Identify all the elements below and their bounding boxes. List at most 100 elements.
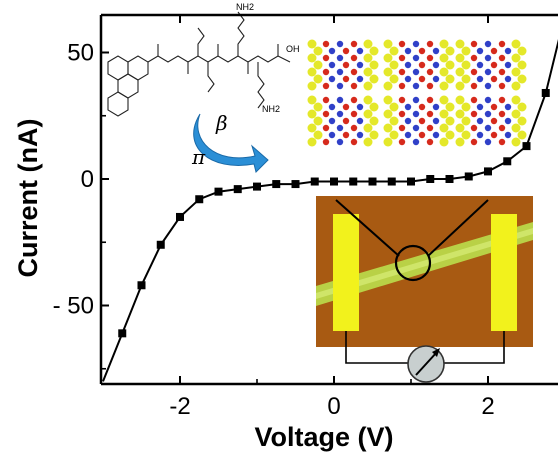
- crystal-atom: [445, 116, 455, 126]
- data-point: [426, 175, 435, 183]
- crystal-atom: [369, 60, 379, 70]
- crystal-atom: [412, 54, 420, 62]
- crystal-atom: [490, 75, 498, 83]
- crystal-atom: [398, 54, 406, 62]
- data-point: [541, 88, 550, 97]
- crystal-atom: [426, 110, 434, 118]
- crystal-atom: [383, 123, 393, 133]
- crystal-atom: [517, 116, 527, 126]
- crystal-atom: [461, 60, 471, 70]
- crystal-atom: [398, 138, 406, 146]
- data-point: [137, 281, 146, 290]
- crystal-atom: [398, 40, 406, 48]
- crystal-atom: [307, 95, 317, 105]
- crystal-atom: [470, 40, 478, 48]
- crystal-atom: [439, 137, 449, 147]
- crystal-atom: [511, 81, 521, 91]
- crystal-atom: [383, 39, 393, 49]
- crystal-atom: [307, 123, 317, 133]
- crystal-atom: [412, 82, 420, 90]
- crystal-atom: [484, 40, 492, 48]
- crystal-atom: [404, 103, 412, 111]
- crystal-atom: [350, 54, 358, 62]
- crystal-atom: [476, 61, 484, 69]
- crystal-atom: [363, 95, 373, 105]
- crystal-atom: [511, 39, 521, 49]
- crystal-atom: [383, 109, 393, 119]
- data-point: [214, 187, 223, 196]
- crystal-atom: [363, 53, 373, 63]
- crystal-atom: [461, 116, 471, 126]
- crystal-atom: [484, 110, 492, 118]
- data-point: [503, 157, 512, 166]
- crystal-atom: [322, 82, 330, 90]
- crystal-atom: [498, 54, 506, 62]
- crystal-atom: [369, 74, 379, 84]
- crystal-atom: [336, 110, 344, 118]
- crystal-atom: [307, 53, 317, 63]
- crystal-atom: [322, 124, 330, 132]
- molecule-labels: NH2 OH NH2: [236, 2, 300, 114]
- beta-label: β: [215, 111, 228, 135]
- crystal-atom: [432, 47, 440, 55]
- crystal-atom: [369, 102, 379, 112]
- crystal-atom: [445, 102, 455, 112]
- crystal-atom: [432, 103, 440, 111]
- crystal-atom: [461, 46, 471, 56]
- crystal-atom: [383, 53, 393, 63]
- crystal-atom: [336, 82, 344, 90]
- crystal-atom: [476, 103, 484, 111]
- crystal-atom: [398, 124, 406, 132]
- left-electrode: [333, 214, 359, 331]
- crystal-atom: [504, 131, 512, 139]
- crystal-atom: [490, 103, 498, 111]
- crystal-atom: [369, 130, 379, 140]
- crystal-atom: [445, 74, 455, 84]
- iv-curve-layer: [102, 38, 558, 382]
- crystal-atom: [490, 61, 498, 69]
- crystal-atom: [418, 47, 426, 55]
- crystal-atom: [426, 138, 434, 146]
- crystal-atom: [445, 46, 455, 56]
- crystal-atom: [484, 82, 492, 90]
- crystal-atom: [470, 110, 478, 118]
- crystal-atom: [418, 103, 426, 111]
- y-tick-label: 50: [67, 40, 94, 67]
- crystal-atom: [328, 117, 336, 125]
- crystal-atom: [426, 68, 434, 76]
- crystal-atom: [336, 68, 344, 76]
- y-tick-label: 0: [81, 166, 94, 193]
- data-point: [349, 177, 358, 186]
- data-point: [118, 329, 127, 338]
- crystal-atom: [356, 117, 364, 125]
- crystal-atom: [328, 75, 336, 83]
- crystal-atom: [356, 47, 364, 55]
- crystal-atom: [517, 46, 527, 56]
- y-tick-label: - 50: [53, 293, 94, 320]
- crystal-atom: [313, 130, 323, 140]
- crystal-atom: [369, 116, 379, 126]
- data-point: [233, 185, 242, 194]
- crystal-atom: [307, 109, 317, 119]
- crystal-atom: [342, 61, 350, 69]
- crystal-atom: [336, 54, 344, 62]
- crystal-atom: [307, 39, 317, 49]
- crystal-atom: [476, 131, 484, 139]
- crystal-atom: [498, 138, 506, 146]
- crystal-atom: [389, 60, 399, 70]
- data-point: [387, 177, 396, 186]
- crystal-atom: [418, 131, 426, 139]
- crystal-atom: [412, 68, 420, 76]
- crystal-atom: [445, 60, 455, 70]
- x-tick-label: 0: [327, 393, 340, 420]
- crystal-atom: [490, 117, 498, 125]
- crystal-atom: [404, 47, 412, 55]
- crystal-atom: [517, 74, 527, 84]
- crystal-atom: [313, 74, 323, 84]
- crystal-atom: [439, 39, 449, 49]
- crystal-atom: [313, 60, 323, 70]
- crystal-atom: [336, 40, 344, 48]
- crystal-atom: [307, 81, 317, 91]
- crystal-atom: [511, 53, 521, 63]
- crystal-atom: [322, 40, 330, 48]
